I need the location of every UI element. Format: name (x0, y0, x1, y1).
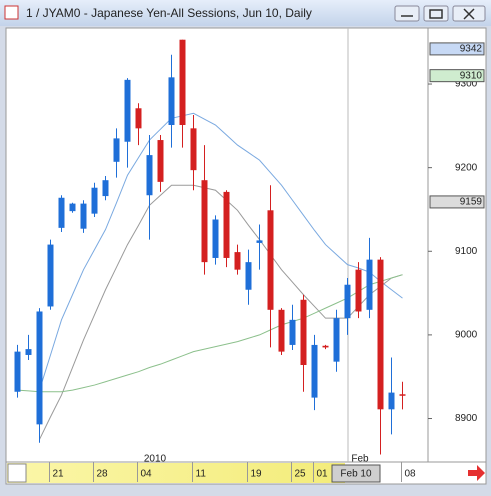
x-tick-label: 28 (97, 469, 109, 480)
candle-body (91, 187, 98, 214)
y-tick-label: 9000 (455, 330, 478, 341)
price-marker-label: 9342 (460, 44, 483, 55)
period-label: Feb (351, 454, 369, 465)
candle-body (47, 244, 54, 307)
scroll-thumb[interactable] (7, 463, 27, 483)
cursor-box (331, 464, 381, 483)
candle-body (388, 392, 395, 410)
x-tick-label: 21 (53, 469, 65, 480)
candle-body (245, 262, 252, 290)
candle-body (355, 269, 362, 312)
moving-average (39, 112, 403, 391)
candle-body (168, 77, 175, 126)
candle-body (234, 252, 241, 270)
candle-body (212, 219, 219, 258)
x-tick-label: 11 (196, 469, 207, 480)
candle-body (102, 180, 109, 197)
scroll-bar[interactable] (7, 463, 345, 483)
x-tick-label: 19 (251, 469, 263, 480)
candle-body (58, 197, 65, 228)
price-marker-label: 9159 (460, 197, 483, 208)
candle-body (344, 284, 351, 319)
candle-body (300, 299, 307, 365)
moving-average (17, 274, 403, 393)
candle-body (14, 351, 21, 392)
app-icon (4, 5, 19, 20)
candle-body (267, 210, 274, 310)
scroll-arrow[interactable] (468, 465, 485, 481)
minimize-button[interactable] (394, 5, 420, 22)
y-tick-label: 9200 (455, 162, 478, 173)
window-title: 1 / JYAM0 - Japanese Yen-All Sessions, J… (26, 6, 312, 20)
candle-body (179, 39, 186, 126)
x-tick-label: 08 (405, 469, 417, 480)
candle-body (36, 311, 43, 425)
candle-body (124, 79, 131, 142)
price-marker (429, 195, 485, 209)
candle-body (366, 259, 373, 310)
candle-body (311, 344, 318, 398)
x-tick-label: 25 (295, 469, 307, 480)
period-label: 2010 (144, 454, 167, 465)
x-tick-label: 01 (317, 469, 329, 480)
candle-body (322, 345, 329, 348)
y-tick-label: 9300 (455, 79, 478, 90)
y-tick-label: 9100 (455, 246, 478, 257)
candle-body (135, 108, 142, 129)
candle-body (377, 259, 384, 410)
price-marker-label: 9310 (460, 70, 483, 81)
candle-body (69, 203, 76, 212)
cursor-label: Feb 10 (340, 469, 372, 480)
candle-body (256, 240, 263, 243)
candle-body (289, 319, 296, 345)
price-marker (429, 42, 485, 56)
candle-body (190, 128, 197, 171)
candle-body (146, 155, 153, 196)
candle-body (113, 138, 120, 162)
candle-body (201, 180, 208, 263)
candle-body (25, 349, 32, 355)
y-tick-label: 8900 (455, 413, 478, 424)
price-axis (427, 27, 487, 463)
window-button-glyphs (401, 8, 475, 20)
moving-average (39, 184, 403, 440)
candle-body (223, 191, 230, 258)
candle-body (333, 318, 340, 362)
candle-body (157, 140, 164, 182)
candle-body (80, 203, 87, 229)
candle-body (399, 394, 406, 396)
candle-body (278, 309, 285, 352)
price-marker (429, 69, 485, 83)
x-tick-label: 04 (141, 469, 153, 480)
